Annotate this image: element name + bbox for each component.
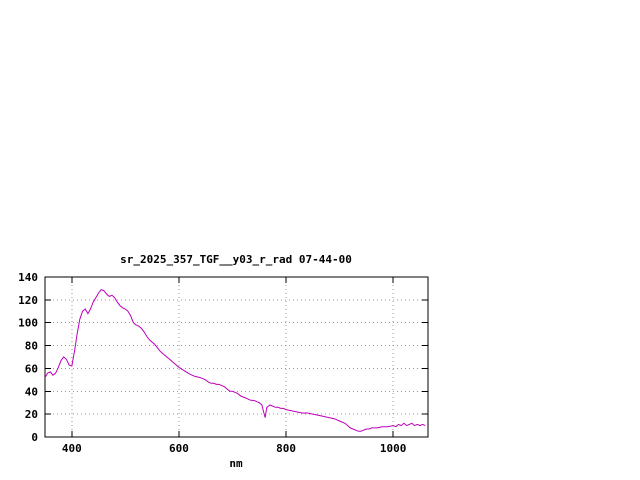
y-tick-label: 120 xyxy=(18,294,38,307)
tick-labels: 400 600 800 1000 0 20 40 60 80 100 120 140 xyxy=(18,271,406,455)
x-tick-label: 600 xyxy=(169,442,189,455)
y-tick-label: 20 xyxy=(25,408,38,421)
y-tick-label: 60 xyxy=(25,362,38,375)
x-axis-label: nm xyxy=(229,457,243,470)
y-tick-label: 40 xyxy=(25,385,38,398)
y-tick-label: 80 xyxy=(25,340,38,353)
plot-border xyxy=(44,276,429,438)
y-tick-label: 100 xyxy=(18,317,38,330)
chart-title: sr_2025_357_TGF__y03_r_rad 07-44-00 xyxy=(120,253,352,266)
series-line xyxy=(44,288,426,432)
grid-lines xyxy=(45,277,428,437)
x-tick-label: 1000 xyxy=(380,442,407,455)
x-tick-label: 400 xyxy=(62,442,82,455)
axis-ticks xyxy=(45,276,428,438)
y-tick-label: 0 xyxy=(31,431,38,444)
x-tick-label: 800 xyxy=(276,442,296,455)
y-tick-label: 140 xyxy=(18,271,38,284)
